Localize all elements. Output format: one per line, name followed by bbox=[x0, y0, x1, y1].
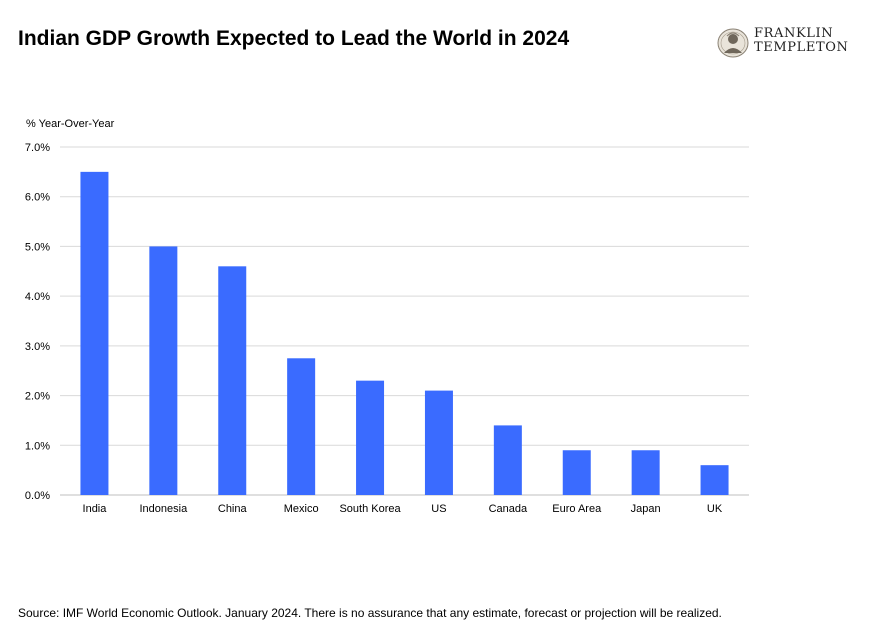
x-tick-label: China bbox=[218, 503, 248, 515]
y-tick-label: 3.0% bbox=[25, 341, 50, 353]
logo-line-1: FRANKLIN bbox=[754, 26, 834, 41]
x-tick-label: Mexico bbox=[284, 503, 319, 515]
x-tick-label: India bbox=[83, 503, 108, 515]
y-tick-label: 5.0% bbox=[25, 241, 50, 253]
y-tick-label: 2.0% bbox=[25, 391, 50, 403]
x-tick-label: Japan bbox=[631, 503, 661, 515]
x-tick-label: Euro Area bbox=[552, 503, 602, 515]
y-tick-label: 0.0% bbox=[25, 490, 50, 502]
y-axis-ticks: 0.0% 1.0% 2.0% 3.0% 4.0% 5.0% 6.0% 7.0% bbox=[25, 142, 50, 502]
logo-wordmark: FRANKLIN TEMPLETON bbox=[754, 27, 848, 55]
bar-uk bbox=[700, 465, 729, 495]
bar-indonesia bbox=[149, 246, 178, 495]
x-axis-ticks: India Indonesia China Mexico South Korea US Ca… bbox=[83, 503, 723, 515]
source-note: Source: IMF World Economic Outlook. Janu… bbox=[18, 606, 722, 620]
bar-india bbox=[80, 171, 109, 495]
franklin-portrait-seal-icon bbox=[717, 28, 749, 58]
bar-euro-area bbox=[562, 450, 591, 495]
x-tick-label: Canada bbox=[489, 503, 528, 515]
x-tick-label: Indonesia bbox=[139, 503, 188, 515]
x-tick-label: UK bbox=[707, 503, 723, 515]
y-tick-label: 4.0% bbox=[25, 291, 50, 303]
logo-line-2: TEMPLETON bbox=[754, 40, 849, 55]
y-tick-label: 6.0% bbox=[25, 192, 50, 204]
chart-title: Indian GDP Growth Expected to Lead the W… bbox=[18, 27, 570, 50]
bar-south-korea bbox=[356, 380, 385, 495]
franklin-templeton-logo: FRANKLIN TEMPLETON bbox=[716, 27, 856, 59]
bar-canada bbox=[493, 425, 522, 495]
y-tick-label: 1.0% bbox=[25, 440, 50, 452]
x-tick-label: South Korea bbox=[339, 503, 401, 515]
y-tick-label: 7.0% bbox=[25, 142, 50, 154]
bars bbox=[80, 171, 729, 495]
x-tick-label: US bbox=[431, 503, 446, 515]
bar-mexico bbox=[287, 358, 316, 495]
bar-us bbox=[424, 390, 453, 495]
bar-japan bbox=[631, 450, 660, 495]
bar-china bbox=[218, 266, 247, 495]
y-axis-label: % Year-Over-Year bbox=[26, 118, 115, 130]
